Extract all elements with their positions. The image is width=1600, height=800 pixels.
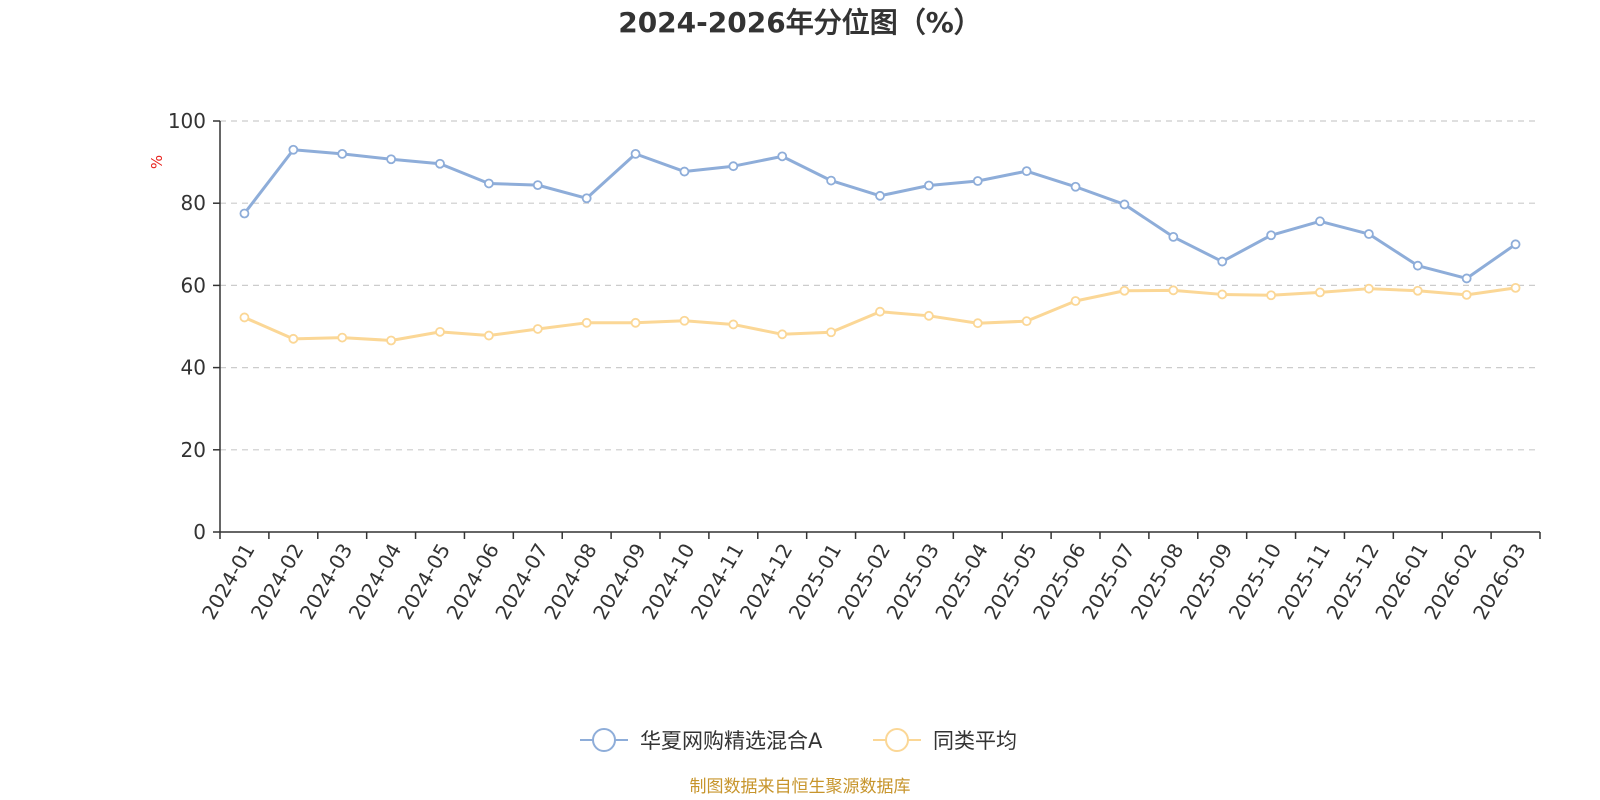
- data-point[interactable]: [1363, 283, 1374, 294]
- data-point[interactable]: [1412, 260, 1423, 271]
- y-axis-unit-label: %: [148, 155, 166, 169]
- data-point[interactable]: [337, 332, 348, 343]
- data-point[interactable]: [581, 317, 592, 328]
- series-line: [242, 148, 1518, 280]
- data-point[interactable]: [679, 166, 690, 177]
- data-point[interactable]: [1266, 230, 1277, 241]
- data-point[interactable]: [1315, 287, 1325, 298]
- data-point[interactable]: [1021, 166, 1032, 177]
- data-point[interactable]: [875, 306, 885, 317]
- legend-label: 华夏网购精选混合A: [640, 729, 823, 753]
- data-point[interactable]: [1217, 289, 1228, 300]
- legend[interactable]: 华夏网购精选混合A 同类平均: [580, 728, 1017, 753]
- data-point[interactable]: [679, 315, 690, 326]
- data-point[interactable]: [1070, 296, 1081, 306]
- data-point[interactable]: [483, 178, 494, 189]
- data-source-note: 制图数据来自恒生聚源数据库: [690, 777, 911, 797]
- data-point[interactable]: [728, 161, 739, 172]
- data-point[interactable]: [337, 148, 348, 159]
- data-point[interactable]: [1217, 256, 1228, 267]
- y-tick-label: 100: [168, 109, 206, 133]
- data-point[interactable]: [777, 151, 788, 162]
- data-point[interactable]: [435, 158, 445, 169]
- data-point[interactable]: [288, 333, 299, 344]
- legend-marker-circle: [592, 728, 616, 752]
- data-point[interactable]: [532, 180, 543, 191]
- data-point[interactable]: [483, 330, 494, 341]
- legend-item[interactable]: 华夏网购精选混合A: [580, 728, 823, 753]
- data-point[interactable]: [875, 190, 885, 201]
- data-point[interactable]: [239, 312, 250, 323]
- data-point[interactable]: [630, 317, 641, 328]
- data-point[interactable]: [826, 327, 837, 338]
- data-point[interactable]: [288, 144, 299, 155]
- y-tick-label: 20: [181, 438, 206, 462]
- data-point[interactable]: [1412, 285, 1423, 296]
- legend-item[interactable]: 同类平均: [873, 728, 1017, 753]
- data-point[interactable]: [1461, 289, 1472, 300]
- data-point[interactable]: [1461, 273, 1472, 284]
- data-point[interactable]: [1119, 199, 1130, 210]
- y-tick-label: 60: [181, 273, 206, 297]
- data-point[interactable]: [777, 329, 788, 340]
- data-point[interactable]: [1070, 181, 1081, 192]
- data-point[interactable]: [1510, 282, 1521, 293]
- y-tick-label: 0: [193, 520, 206, 544]
- data-point[interactable]: [1168, 285, 1179, 296]
- series-0: [239, 144, 1521, 284]
- chart-title: 2024-2026年分位图（%）: [618, 6, 982, 39]
- data-point[interactable]: [386, 154, 397, 165]
- data-point[interactable]: [1168, 232, 1179, 242]
- data-point[interactable]: [826, 175, 837, 186]
- data-point[interactable]: [1119, 285, 1130, 296]
- data-point[interactable]: [972, 318, 983, 329]
- data-point[interactable]: [630, 148, 641, 159]
- series-1: [239, 282, 1521, 346]
- data-point[interactable]: [972, 176, 983, 186]
- data-point[interactable]: [581, 193, 592, 204]
- data-point[interactable]: [239, 208, 250, 219]
- data-point[interactable]: [923, 180, 934, 191]
- data-point[interactable]: [386, 335, 397, 346]
- data-point[interactable]: [532, 324, 543, 334]
- data-point[interactable]: [1510, 239, 1521, 250]
- y-tick-label: 40: [181, 356, 206, 380]
- data-point[interactable]: [1315, 216, 1325, 227]
- data-point[interactable]: [1021, 316, 1032, 327]
- data-point[interactable]: [728, 319, 739, 330]
- legend-marker-circle: [885, 728, 909, 752]
- data-point[interactable]: [1363, 229, 1374, 239]
- series-layer: [239, 144, 1521, 346]
- data-point[interactable]: [1266, 290, 1277, 301]
- grid-lines: [220, 120, 1540, 451]
- y-tick-label: 80: [181, 191, 206, 215]
- data-point[interactable]: [923, 310, 934, 321]
- legend-label: 同类平均: [933, 729, 1017, 753]
- data-point[interactable]: [435, 326, 445, 337]
